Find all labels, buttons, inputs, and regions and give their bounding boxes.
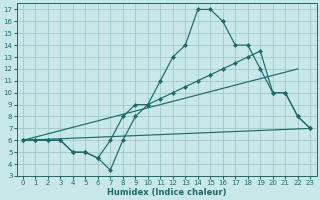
X-axis label: Humidex (Indice chaleur): Humidex (Indice chaleur): [107, 188, 226, 197]
